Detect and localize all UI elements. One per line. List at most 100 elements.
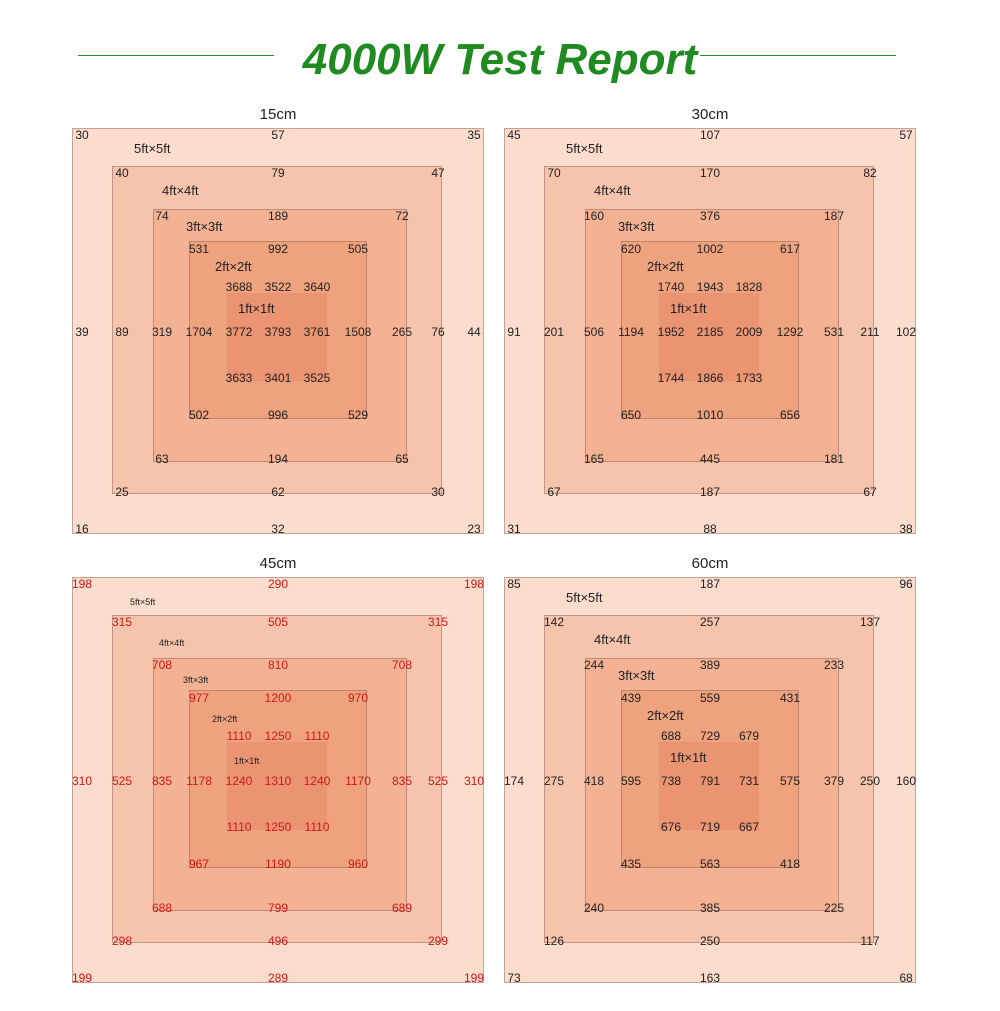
ppfd-value: 679 (738, 729, 760, 743)
ppfd-value: 1170 (345, 774, 371, 788)
ppfd-value: 250 (859, 774, 881, 788)
ppfd-value: 531 (188, 242, 210, 256)
ppfd-value: 82 (863, 166, 877, 180)
ppfd-value: 23 (467, 522, 481, 536)
ppfd-value: 418 (779, 857, 801, 871)
ppfd-value: 70 (547, 166, 561, 180)
ppfd-value: 117 (860, 934, 880, 948)
area-label: 5ft×5ft (130, 597, 156, 607)
ppfd-value: 275 (543, 774, 565, 788)
ppfd-value: 30 (75, 128, 89, 142)
ppfd-value: 88 (703, 522, 717, 536)
ppfd-value: 960 (347, 857, 369, 871)
area-label: 5ft×5ft (134, 141, 171, 156)
ppfd-value: 211 (860, 325, 880, 339)
ppfd-value: 74 (155, 209, 169, 223)
panel-title: 30cm (691, 106, 729, 123)
ppfd-value: 44 (467, 325, 481, 339)
ppfd-value: 502 (188, 408, 210, 422)
ppfd-value: 142 (543, 615, 565, 629)
ppfd-value: 3793 (264, 325, 292, 339)
coverage-area-1ft (659, 293, 759, 381)
ppfd-value: 45 (507, 128, 521, 142)
area-label: 2ft×2ft (647, 259, 684, 274)
ppfd-value: 137 (859, 615, 881, 629)
ppfd-value: 385 (699, 901, 721, 915)
ppfd-value: 1110 (304, 729, 330, 743)
ppfd-value: 35 (467, 128, 481, 142)
ppfd-value: 102 (895, 325, 917, 339)
ppfd-value: 3688 (225, 280, 253, 294)
ppfd-value: 3761 (303, 325, 331, 339)
area-label: 3ft×3ft (186, 219, 223, 234)
panel-title: 15cm (259, 106, 297, 123)
ppfd-value: 445 (699, 452, 721, 466)
ppfd-value: 47 (431, 166, 445, 180)
ppfd-value: 650 (620, 408, 642, 422)
ppfd-value: 240 (583, 901, 605, 915)
ppfd-value: 67 (863, 485, 877, 499)
area-label: 3ft×3ft (618, 219, 655, 234)
ppfd-value: 315 (427, 615, 449, 629)
ppfd-value: 439 (620, 691, 642, 705)
area-label: 5ft×5ft (566, 590, 603, 605)
area-label: 3ft×3ft (618, 668, 655, 683)
ppfd-value: 165 (583, 452, 605, 466)
ppfd-value: 126 (543, 934, 565, 948)
ppfd-value: 187 (699, 485, 721, 499)
ppfd-value: 1733 (735, 371, 763, 385)
ppfd-value: 708 (151, 658, 173, 672)
ppfd-value: 1110 (226, 729, 252, 743)
ppfd-value: 79 (271, 166, 285, 180)
ppfd-value: 835 (391, 774, 413, 788)
ppfd-value: 96 (899, 577, 913, 591)
ppfd-value: 3401 (264, 371, 292, 385)
ppfd-value: 3522 (264, 280, 292, 294)
ppfd-value: 708 (391, 658, 413, 672)
ppfd-value: 575 (779, 774, 801, 788)
ppfd-value: 435 (620, 857, 642, 871)
ppfd-value: 67 (547, 485, 561, 499)
ppfd-value: 376 (699, 209, 721, 223)
ppfd-value: 3633 (225, 371, 253, 385)
area-label: 1ft×1ft (670, 301, 707, 316)
ppfd-value: 198 (463, 577, 485, 591)
ppfd-value: 250 (699, 934, 721, 948)
ppfd-value: 496 (267, 934, 289, 948)
ppfd-value: 1010 (696, 408, 724, 422)
ppfd-value: 187 (823, 209, 845, 223)
area-label: 2ft×2ft (215, 259, 252, 274)
ppfd-value: 38 (899, 522, 913, 536)
area-label: 1ft×1ft (670, 750, 707, 765)
ppfd-value: 2185 (696, 325, 724, 339)
coverage-area-1ft (227, 742, 327, 830)
ppfd-value: 1508 (344, 325, 372, 339)
ppfd-value: 688 (151, 901, 173, 915)
ppfd-value: 233 (823, 658, 845, 672)
ppfd-value: 30 (431, 485, 445, 499)
ppfd-value: 199 (71, 971, 93, 985)
ppfd-value: 181 (823, 452, 845, 466)
ppfd-value: 244 (583, 658, 605, 672)
ppfd-value: 1200 (264, 691, 292, 705)
ppfd-value: 299 (427, 934, 449, 948)
ppfd-value: 1943 (696, 280, 724, 294)
ppfd-value: 3772 (225, 325, 253, 339)
ppfd-value: 389 (699, 658, 721, 672)
ppfd-value: 76 (431, 325, 445, 339)
ppfd-value: 505 (347, 242, 369, 256)
ppfd-value: 289 (267, 971, 289, 985)
heatmap-panel-60cm: 60cm 5ft×5ft 4ft×4ft 3ft×3ft 2ft×2ft 1ft×1ft 8… (504, 555, 916, 1005)
panel-title: 45cm (259, 555, 297, 572)
ppfd-value: 107 (699, 128, 721, 142)
ppfd-value: 595 (620, 774, 642, 788)
ppfd-value: 531 (823, 325, 845, 339)
area-label: 1ft×1ft (234, 756, 260, 766)
ppfd-value: 3640 (303, 280, 331, 294)
ppfd-value: 1250 (264, 729, 292, 743)
ppfd-value: 290 (267, 577, 289, 591)
ppfd-value: 298 (111, 934, 133, 948)
ppfd-value: 72 (395, 209, 409, 223)
ppfd-value: 1744 (657, 371, 685, 385)
area-label: 4ft×4ft (594, 183, 631, 198)
